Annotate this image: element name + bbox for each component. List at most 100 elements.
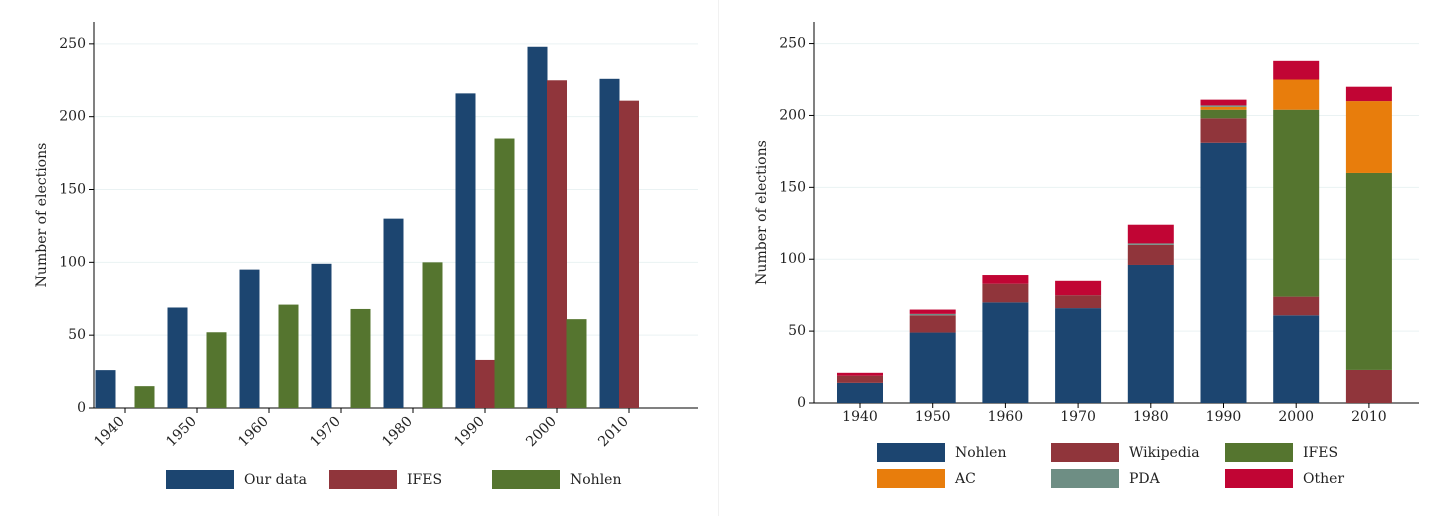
x-tick-label: 2000	[523, 414, 560, 451]
segment-other-2010	[1345, 86, 1392, 102]
segment-ac-1990	[1200, 106, 1247, 110]
panel-divider	[718, 0, 719, 516]
segment-pda-1950	[909, 313, 956, 316]
left-chart-panel: 0 50 100 150 200 250 1940 1950 1960 1970 1980 1990 2…	[0, 0, 716, 516]
segment-other-1970	[1055, 280, 1102, 296]
y-tick-label: 50	[788, 323, 806, 339]
x-tick-label: 1970	[307, 414, 344, 451]
segment-nohlen-2000	[1273, 315, 1320, 403]
segment-wikipedia-1980	[1127, 244, 1174, 265]
segment-wikipedia-1970	[1055, 295, 1102, 309]
x-tick-label: 2010	[595, 414, 632, 451]
bar-our-data-1990	[455, 93, 476, 408]
x-tick-label: 1990	[1206, 409, 1242, 425]
legend-swatch	[329, 470, 397, 489]
legend-swatch	[492, 470, 560, 489]
segment-other-2000	[1273, 60, 1320, 80]
bar-our-data-1950	[167, 307, 188, 408]
x-tick-label: 1950	[163, 414, 200, 451]
legend-label: Nohlen	[570, 472, 621, 488]
y-tick-label: 0	[797, 395, 806, 411]
legend-swatch	[877, 443, 945, 462]
y-tick-label: 200	[779, 107, 806, 123]
segment-ifes-2000	[1273, 109, 1320, 297]
grouped-bar-chart: 0 50 100 150 200 250 1940 1950 1960 1970 1980 1990 2…	[34, 22, 698, 489]
x-tick-label: 1990	[451, 414, 488, 451]
y-tick-label: 200	[59, 109, 86, 125]
segment-nohlen-1990	[1200, 142, 1247, 403]
y-tick-label: 100	[779, 251, 806, 267]
x-tick-label: 1980	[1133, 409, 1169, 425]
segment-wikipedia-2010	[1345, 369, 1392, 403]
legend-swatch	[1225, 469, 1293, 488]
segment-wikipedia-1950	[909, 315, 956, 333]
bar-nohlen-1970	[350, 308, 371, 408]
legend-label: Other	[1303, 471, 1344, 487]
legend-swatch	[877, 469, 945, 488]
stacked-bar-chart: 0 50 100 150 200 250 1940 1950 1960 1970 1980 1990 2…	[754, 22, 1419, 488]
x-tick-label: 1980	[379, 414, 416, 451]
legend-swatch	[1051, 443, 1119, 462]
bar-our-data-2000	[527, 46, 548, 408]
x-tick-label: 1970	[1060, 409, 1096, 425]
segment-other-1940	[837, 372, 883, 376]
bar-nohlen-1950	[206, 332, 227, 408]
legend-label: Wikipedia	[1129, 445, 1200, 461]
x-tick-label: 1960	[235, 414, 272, 451]
x-tick-label: 1940	[91, 414, 128, 451]
segment-other-1990	[1200, 99, 1247, 106]
segment-wikipedia-1940	[837, 375, 883, 383]
segment-other-1950	[909, 309, 956, 314]
bar-nohlen-2000	[566, 319, 587, 408]
segment-nohlen-1960	[982, 302, 1029, 403]
bar-our-data-1970	[311, 263, 332, 408]
segment-nohlen-1970	[1055, 308, 1102, 403]
y-tick-label: 150	[59, 182, 86, 198]
segment-ifes-1990	[1200, 109, 1247, 119]
y-tick-label: 250	[59, 36, 86, 52]
y-tick-label: 50	[68, 327, 86, 343]
segment-ifes-2010	[1345, 172, 1392, 370]
x-tick-label: 1940	[842, 409, 878, 425]
bar-nohlen-1940	[134, 386, 155, 408]
segment-pda-1990	[1200, 105, 1247, 107]
legend-label: PDA	[1129, 471, 1161, 487]
bar-our-data-1980	[383, 218, 404, 408]
bar-ifes-2000	[547, 80, 567, 408]
x-tick-label: 2000	[1278, 409, 1314, 425]
bar-our-data-2010	[599, 78, 620, 408]
y-tick-label: 0	[77, 400, 86, 416]
legend-swatch	[1051, 469, 1119, 488]
segment-ac-2000	[1273, 79, 1320, 110]
segment-nohlen-1950	[909, 332, 956, 403]
y-axis-title: Number of elections	[754, 140, 770, 285]
right-chart-panel: 0 50 100 150 200 250 1940 1950 1960 1970 1980 1990 2…	[722, 0, 1437, 516]
segment-nohlen-1980	[1127, 264, 1174, 403]
x-tick-label: 2010	[1351, 409, 1387, 425]
bar-our-data-1940	[95, 370, 116, 408]
bar-nohlen-1980	[422, 262, 443, 408]
x-tick-label: 1960	[988, 409, 1024, 425]
segment-other-1960	[982, 275, 1029, 284]
legend-label: Our data	[244, 472, 307, 488]
segment-wikipedia-1960	[982, 283, 1029, 303]
y-axis-title: Number of elections	[34, 143, 50, 288]
bar-ifes-2010	[619, 100, 639, 408]
segment-ac-2010	[1345, 101, 1392, 173]
bar-nohlen-1990	[494, 138, 515, 408]
x-tick-label: 1950	[915, 409, 951, 425]
legend-label: IFES	[1303, 445, 1338, 461]
legend-label: Nohlen	[955, 445, 1006, 461]
segment-other-1980	[1127, 224, 1174, 244]
segment-wikipedia-1990	[1200, 118, 1247, 143]
y-tick-label: 150	[779, 179, 806, 195]
legend-label: IFES	[407, 472, 442, 488]
legend-swatch	[1225, 443, 1293, 462]
segment-wikipedia-2000	[1273, 296, 1320, 316]
bar-our-data-1960	[239, 269, 260, 408]
y-tick-label: 250	[779, 36, 806, 52]
bar-ifes-1990	[475, 359, 495, 408]
segment-nohlen-1940	[837, 382, 883, 403]
legend-swatch	[166, 470, 234, 489]
bar-nohlen-1960	[278, 304, 299, 408]
